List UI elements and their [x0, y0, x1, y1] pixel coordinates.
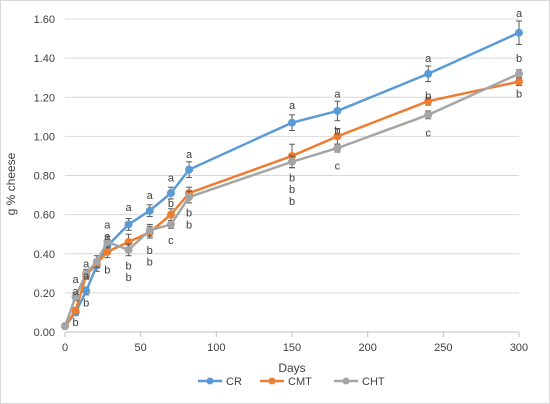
significance-letter: c — [425, 127, 431, 139]
y-tick-label: 0.80 — [34, 171, 55, 183]
data-point-cr — [82, 286, 91, 295]
significance-letter: b — [289, 184, 295, 196]
significance-letter: a — [83, 270, 90, 282]
significance-letter: b — [516, 53, 522, 65]
data-point-cr — [185, 165, 194, 174]
data-point-cr — [515, 28, 523, 37]
significance-letter: a — [104, 231, 111, 243]
significance-letter: a — [73, 274, 80, 286]
significance-letter: b — [73, 317, 79, 329]
data-point-cht — [71, 292, 80, 301]
significance-letter: c — [168, 235, 174, 247]
data-point-cr — [124, 220, 133, 229]
legend-label-cmt: CMT — [288, 376, 312, 388]
x-axis-title: Days — [278, 361, 305, 375]
significance-letter: b — [186, 208, 192, 220]
data-point-cr — [288, 118, 296, 127]
x-tick-label: 100 — [207, 342, 225, 354]
significance-letter: b — [289, 196, 295, 208]
significance-letter: a — [125, 202, 132, 214]
data-point-cht — [124, 245, 133, 254]
legend-marker-cr — [206, 377, 214, 385]
data-point-cr — [145, 206, 154, 215]
gridlines — [65, 18, 519, 294]
data-point-cht — [185, 193, 194, 202]
data-point-cmt — [71, 306, 80, 315]
data-point-cht — [424, 110, 433, 119]
legend: CR CMT CHT — [198, 376, 385, 388]
data-point-cht — [61, 322, 69, 331]
data-point-cht — [515, 69, 523, 78]
significance-letter: a — [516, 8, 523, 20]
y-tick-label: 0.60 — [34, 210, 55, 222]
y-tick-label: 1.40 — [34, 53, 55, 65]
data-point-cht — [333, 144, 342, 153]
legend-label-cr: CR — [226, 376, 242, 388]
significance-letter: b — [147, 245, 153, 257]
significance-letter: a — [104, 219, 111, 231]
significance-letter: c — [335, 161, 341, 173]
data-point-cmt — [333, 132, 342, 141]
data-point-cmt — [166, 210, 175, 219]
legend-label-cht: CHT — [362, 376, 385, 388]
y-tick-label: 1.00 — [34, 131, 55, 143]
y-axis-title: g % cheese — [4, 152, 18, 215]
x-tick-label: 150 — [283, 342, 301, 354]
significance-letter: b — [289, 172, 295, 184]
significance-letter: a — [425, 53, 432, 65]
x-tick-label: 50 — [135, 342, 147, 354]
y-tick-label: 0.20 — [34, 288, 55, 300]
data-point-cht — [92, 257, 101, 266]
x-tick-label: 300 — [510, 342, 528, 354]
significance-letter: b — [104, 264, 110, 276]
data-point-cmt — [103, 247, 112, 256]
significance-letter: b — [168, 198, 174, 210]
x-tick-label: 0 — [62, 342, 68, 354]
data-point-cr — [166, 189, 175, 198]
x-tick-label: 250 — [434, 342, 452, 354]
y-tick-label: 1.20 — [34, 92, 55, 104]
significance-letter: b — [334, 126, 340, 138]
significance-letter: b — [125, 260, 131, 272]
axes: 0.00 0.20 0.40 0.60 0.80 1.00 1.20 1.40 1.60 0 50 1… — [34, 14, 529, 354]
significance-letter: a — [289, 100, 296, 112]
data-point-cht — [103, 238, 112, 247]
significance-letter: b — [147, 257, 153, 269]
legend-marker-cht — [342, 377, 350, 385]
data-point-cmt — [515, 77, 523, 86]
y-tick-label: 0.40 — [34, 249, 55, 261]
significance-letter: b — [125, 272, 131, 284]
data-point-cr — [333, 106, 342, 115]
significance-letter: b — [516, 88, 522, 100]
significance-letter: a — [83, 259, 90, 271]
legend-marker-cmt — [268, 377, 276, 385]
significance-letter: b — [83, 298, 89, 310]
data-point-cht — [145, 226, 154, 235]
x-tick-label: 200 — [358, 342, 376, 354]
significance-letter: a — [73, 286, 80, 298]
data-point-cr — [424, 69, 433, 78]
data-point-cht — [166, 220, 175, 229]
y-tick-label: 0.00 — [34, 327, 55, 339]
plot-area — [61, 20, 523, 331]
significance-letter: a — [334, 88, 341, 100]
significance-letter: a — [186, 149, 193, 161]
data-point-cmt — [424, 97, 433, 106]
significance-letter: a — [147, 190, 154, 202]
y-tick-label: 1.60 — [34, 14, 55, 26]
data-point-cht — [288, 157, 296, 166]
significance-letter: b — [425, 90, 431, 102]
significance-letter: b — [186, 219, 192, 231]
data-point-cht — [82, 269, 91, 278]
significance-letter: a — [168, 172, 175, 184]
